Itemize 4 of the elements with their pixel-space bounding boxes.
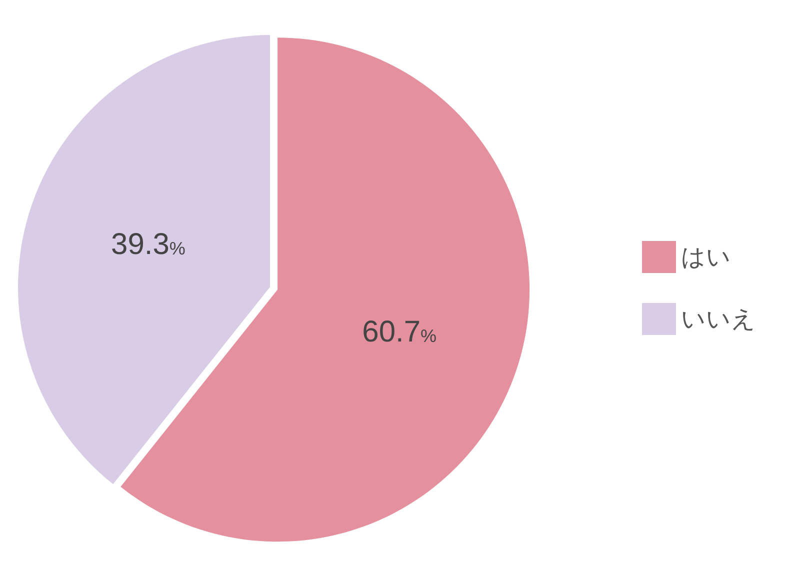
- data-label: 60.7%: [362, 316, 437, 349]
- data-label: 39.3%: [111, 228, 186, 261]
- legend-label: はい: [681, 243, 731, 271]
- legend-label: いいえ: [681, 305, 756, 333]
